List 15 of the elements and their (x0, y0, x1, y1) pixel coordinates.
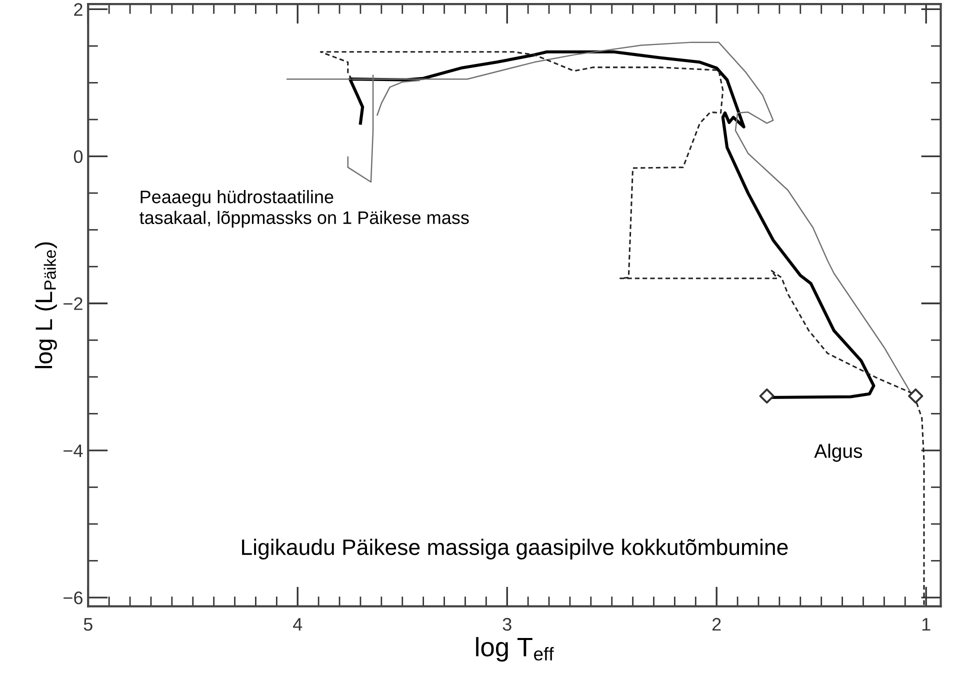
x-tick-label: 5 (84, 618, 92, 631)
y-tick-label: −2 (64, 297, 82, 310)
y-tick-label: −6 (64, 591, 82, 604)
y-tick-label: 0 (74, 150, 83, 164)
x-axis-title: log T$_{eff}$ (476, 637, 554, 662)
x-tick-label: 1 (922, 618, 930, 631)
y-tick-label: 2 (74, 3, 82, 16)
x-tick-label: 3 (502, 618, 512, 631)
x-tick-label: 4 (293, 618, 302, 631)
annotation: Algus (814, 444, 862, 462)
x-tick-label: 2 (712, 618, 721, 631)
y-axis-title: log L (L$_{Päike}$) (34, 242, 57, 368)
annotation: Ligikaudu Päikese massiga gaasipilve kokkutõmbumine (242, 538, 788, 560)
annotation: Peaaegu hüdrostaatiline tasakaal, lõppmassks on 1 Päikese mass (140, 190, 469, 228)
y-tick-label: −4 (64, 444, 83, 457)
